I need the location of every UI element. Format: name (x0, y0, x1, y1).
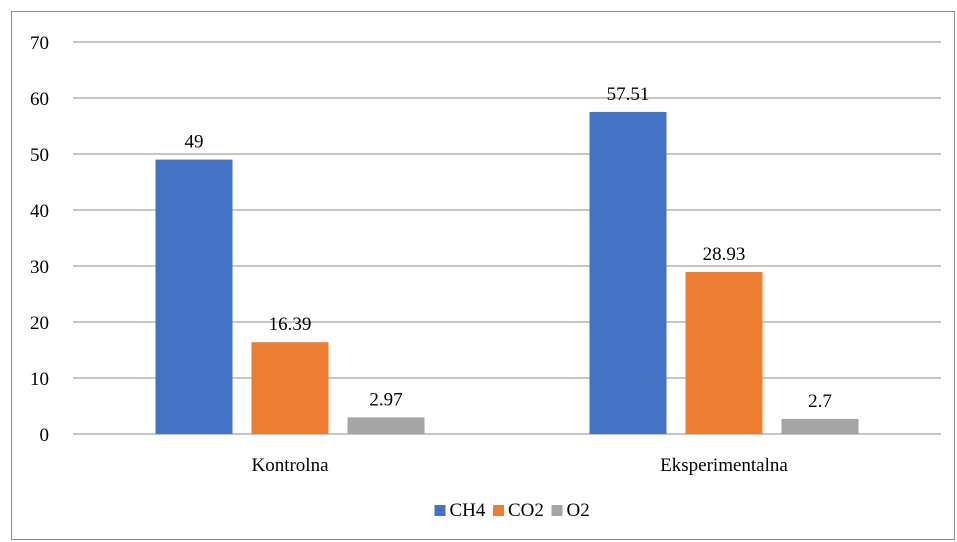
bar-co2-eksperimentalna (685, 271, 763, 434)
y-tick-label: 10 (30, 369, 49, 390)
bar-co2-kontrolna (251, 342, 329, 434)
legend: CH4 CO2 O2 (434, 500, 590, 521)
bar-ch4-kontrolna (155, 159, 233, 434)
legend-swatch-o2 (551, 505, 563, 516)
bar-o2-kontrolna (347, 417, 425, 434)
y-tick-label: 50 (30, 145, 49, 166)
data-labels: 49 16.39 2.97 Kontrolna 57.51 28.93 2.7 Eksperi… (185, 84, 832, 476)
y-tick-label: 0 (40, 425, 50, 446)
y-tick-label: 30 (30, 257, 49, 278)
y-tick-label: 20 (30, 313, 49, 334)
data-label: 2.97 (369, 389, 402, 410)
x-category-label: Kontrolna (251, 455, 329, 476)
y-tick-label: 70 (30, 33, 49, 54)
y-axis-tick-labels: 0 10 20 30 40 50 60 70 (30, 33, 49, 446)
data-label: 49 (185, 132, 204, 153)
legend-swatch-co2 (493, 505, 504, 516)
data-label: 57.51 (607, 84, 650, 105)
legend-swatch-ch4 (434, 505, 446, 516)
bars (155, 111, 859, 434)
bar-o2-eksperimentalna (781, 418, 859, 434)
y-tick-label: 60 (30, 89, 49, 110)
x-category-label: Eksperimentalna (660, 455, 788, 476)
legend-label-ch4: CH4 (450, 500, 486, 521)
legend-label-co2: CO2 (508, 500, 544, 521)
y-tick-label: 40 (30, 201, 49, 222)
data-label: 28.93 (703, 244, 746, 265)
data-label: 2.7 (808, 391, 832, 412)
bar-ch4-eksperimentalna (589, 111, 667, 434)
legend-label-o2: O2 (567, 500, 590, 521)
data-label: 16.39 (269, 314, 312, 335)
